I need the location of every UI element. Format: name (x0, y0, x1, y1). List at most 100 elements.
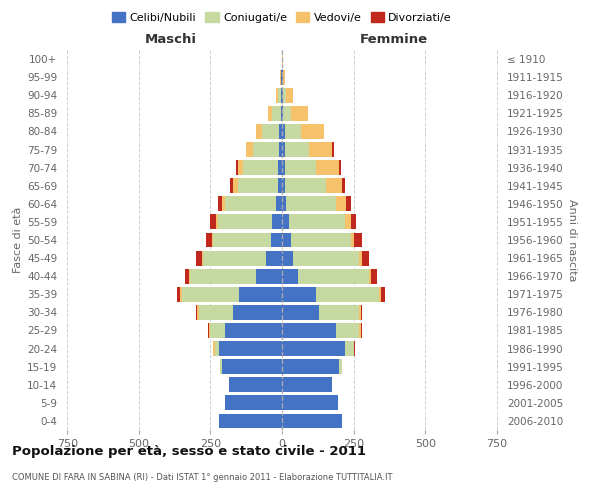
Bar (339, 160, 341, 175)
Bar (282, 214, 289, 230)
Bar (206, 232, 212, 248)
Bar (272, 106, 281, 121)
Bar (256, 124, 262, 139)
Y-axis label: Anni di nascita: Anni di nascita (568, 198, 577, 281)
Bar (281, 106, 282, 121)
Text: Maschi: Maschi (144, 34, 196, 46)
Bar (208, 323, 209, 338)
Bar (286, 196, 337, 211)
Bar (262, 124, 279, 139)
Text: Femmine: Femmine (359, 34, 428, 46)
Bar (283, 88, 286, 102)
Bar (199, 305, 233, 320)
Bar (316, 287, 379, 302)
Bar (285, 142, 309, 157)
Text: Popolazione per età, sesso e stato civile - 2011: Popolazione per età, sesso e stato civil… (12, 445, 366, 458)
Bar (362, 250, 370, 266)
Bar (290, 232, 351, 248)
Bar (182, 287, 239, 302)
Bar (316, 160, 339, 175)
Bar (289, 214, 345, 230)
Bar (196, 250, 202, 266)
Bar (282, 106, 283, 121)
Bar (209, 323, 211, 338)
Bar (283, 106, 290, 121)
Bar (230, 178, 233, 193)
Bar (222, 359, 282, 374)
Bar (282, 305, 319, 320)
Bar (298, 269, 370, 283)
Bar (359, 250, 362, 266)
Bar (279, 124, 282, 139)
Bar (381, 287, 385, 302)
Bar (213, 341, 215, 356)
Bar (189, 269, 190, 283)
Bar (282, 287, 316, 302)
Bar (282, 323, 337, 338)
Bar (233, 178, 238, 193)
Bar (197, 305, 199, 320)
Bar (222, 196, 225, 211)
Bar (285, 160, 316, 175)
Bar (301, 124, 323, 139)
Bar (282, 142, 285, 157)
Bar (319, 305, 359, 320)
Bar (278, 178, 282, 193)
Bar (211, 323, 225, 338)
Bar (339, 359, 342, 374)
Bar (285, 178, 326, 193)
Bar (282, 341, 345, 356)
Bar (326, 178, 342, 193)
Bar (238, 160, 244, 175)
Bar (290, 106, 308, 121)
Bar (244, 160, 278, 175)
Bar (282, 269, 298, 283)
Bar (282, 232, 290, 248)
Bar (279, 142, 282, 157)
Bar (276, 196, 282, 211)
Bar (282, 378, 332, 392)
Bar (282, 396, 338, 410)
Bar (351, 214, 356, 230)
Bar (218, 196, 222, 211)
Bar (272, 214, 282, 230)
Bar (309, 142, 332, 157)
Bar (271, 232, 282, 248)
Bar (282, 250, 293, 266)
Bar (370, 269, 371, 283)
Bar (337, 323, 359, 338)
Bar (282, 160, 285, 175)
Bar (278, 88, 281, 102)
Bar (276, 88, 278, 102)
Bar (215, 341, 219, 356)
Bar (268, 106, 272, 121)
Bar (219, 341, 282, 356)
Bar (282, 359, 339, 374)
Legend: Celibi/Nubili, Coniugati/e, Vedovi/e, Divorziati/e: Celibi/Nubili, Coniugati/e, Vedovi/e, Di… (107, 8, 457, 28)
Bar (359, 323, 361, 338)
Bar (225, 196, 276, 211)
Bar (282, 178, 285, 193)
Bar (236, 160, 238, 175)
Bar (337, 196, 346, 211)
Bar (282, 196, 286, 211)
Bar (233, 305, 282, 320)
Bar (202, 250, 203, 266)
Bar (190, 269, 256, 283)
Bar (178, 287, 181, 302)
Bar (238, 178, 278, 193)
Bar (219, 414, 282, 428)
Bar (196, 305, 197, 320)
Bar (346, 196, 351, 211)
Bar (361, 323, 362, 338)
Bar (220, 359, 222, 374)
Bar (282, 414, 342, 428)
Bar (256, 269, 282, 283)
Bar (345, 214, 351, 230)
Bar (218, 214, 272, 230)
Bar (361, 305, 362, 320)
Bar (283, 70, 284, 84)
Bar (266, 250, 282, 266)
Bar (229, 378, 282, 392)
Bar (351, 232, 353, 248)
